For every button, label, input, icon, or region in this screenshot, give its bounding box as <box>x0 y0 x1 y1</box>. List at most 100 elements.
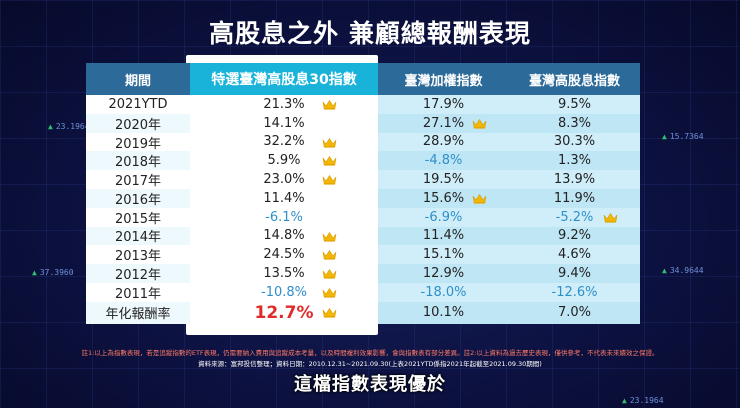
period-cell: 2020年 <box>86 113 190 133</box>
select-30-cell: 11.4% <box>190 188 378 208</box>
header-taiex: 臺灣加權指數 <box>378 63 509 95</box>
select-30-cell: 14.1% <box>190 113 378 133</box>
crown-icon <box>322 249 337 260</box>
taiex-cell: -18.0% <box>378 282 509 302</box>
ticker-value: 15.7364 <box>669 132 704 141</box>
table-row: 2012年 13.5% 12.9% 9.4% <box>86 264 640 283</box>
high-dividend-cell: 13.9% <box>509 170 640 189</box>
cell-value: 2021YTD <box>108 96 168 112</box>
high-dividend-cell: 9.4% <box>509 264 640 283</box>
table-row: 2018年 5.9% -4.8% 1.3% <box>86 151 640 170</box>
crown-icon <box>322 307 337 318</box>
crown-icon <box>472 193 487 204</box>
crown-icon <box>322 174 337 185</box>
high-dividend-cell: -5.2% <box>509 207 640 227</box>
select-30-cell: 23.0% <box>190 170 378 189</box>
taiex-cell: -4.8% <box>378 151 509 171</box>
high-dividend-cell: 9.5% <box>509 95 640 114</box>
crown-icon <box>322 155 337 166</box>
taiex-cell: 19.5% <box>378 170 509 189</box>
ticker-label: ▲ 23.1964 <box>622 396 664 405</box>
ticker-label: ▲ 34.9644 <box>662 266 704 275</box>
period-cell: 2017年 <box>86 170 190 189</box>
cell-value: 17.9% <box>422 96 465 112</box>
cell-value: 15.6% <box>422 190 465 206</box>
cell-value: 13.9% <box>553 172 596 188</box>
taiex-cell: 10.1% <box>378 301 509 324</box>
table-body: 2021YTD 21.3% 17.9% 9.5% 2020年 14.1% 27.1% 8.3%… <box>86 95 640 324</box>
cell-value: 7.0% <box>557 305 592 321</box>
cell-value: -5.2% <box>555 209 594 225</box>
cell-value: 2012年 <box>114 268 162 284</box>
cell-value: 13.5% <box>263 266 305 282</box>
crown-icon <box>472 118 487 129</box>
cell-value: 2013年 <box>114 249 162 265</box>
cell-value: 8.3% <box>557 115 592 131</box>
cell-value: 10.1% <box>422 305 465 321</box>
table-row: 2019年 32.2% 28.9% 30.3% <box>86 132 640 152</box>
taiex-cell: 11.4% <box>378 226 509 246</box>
cell-value: 1.3% <box>557 153 592 169</box>
ticker-value: 23.1964 <box>55 122 90 131</box>
high-dividend-cell: 7.0% <box>509 301 640 324</box>
cell-value: 2019年 <box>114 136 162 152</box>
period-cell: 2021YTD <box>86 95 190 114</box>
cell-value: 21.3% <box>263 96 305 112</box>
select-30-cell: 32.2% <box>190 132 378 152</box>
video-subtitle: 這檔指數表現優於 <box>294 374 446 395</box>
ticker-label: ▲ 37.3960 <box>32 268 74 277</box>
arrow-up-icon: ▲ <box>662 266 667 275</box>
cell-value: 32.2% <box>263 134 305 150</box>
cell-value: 2018年 <box>114 155 162 171</box>
arrow-up-icon: ▲ <box>32 268 37 277</box>
page-title: 高股息之外 兼顧總報酬表現 <box>209 19 531 48</box>
cell-value: 9.4% <box>557 266 592 282</box>
cell-value: 30.3% <box>553 134 596 150</box>
taiex-cell: 28.9% <box>378 132 509 152</box>
high-dividend-cell: 30.3% <box>509 132 640 152</box>
arrow-up-icon: ▲ <box>622 396 627 405</box>
period-cell: 2012年 <box>86 264 190 283</box>
header-period: 期間 <box>86 63 190 95</box>
high-dividend-cell: 11.9% <box>509 188 640 208</box>
high-dividend-cell: -12.6% <box>509 282 640 302</box>
select-30-cell: 14.8% <box>190 226 378 246</box>
cell-value: -12.6% <box>551 284 598 300</box>
cell-value: -10.8% <box>261 284 307 300</box>
cell-value: 14.8% <box>263 228 305 244</box>
period-cell: 2011年 <box>86 282 190 302</box>
table-header-row: 期間 特選臺灣高股息30指數 臺灣加權指數 臺灣高股息指數 <box>86 63 640 95</box>
returns-table: 期間 特選臺灣高股息30指數 臺灣加權指數 臺灣高股息指數 2021YTD 21.… <box>86 63 640 324</box>
cell-value: 2016年 <box>114 192 162 208</box>
cell-value: 19.5% <box>422 172 465 188</box>
select-30-cell: 13.5% <box>190 264 378 283</box>
ticker-label: ▲ 23.1964 <box>48 122 90 131</box>
cell-value: 9.2% <box>557 228 592 244</box>
crown-icon <box>322 231 337 242</box>
high-dividend-cell: 9.2% <box>509 226 640 246</box>
cell-value: 2020年 <box>114 117 162 133</box>
cell-value: 11.4% <box>422 228 465 244</box>
cell-value: 9.5% <box>557 96 592 112</box>
period-cell: 2019年 <box>86 132 190 152</box>
period-cell: 2014年 <box>86 226 190 245</box>
cell-value: 11.4% <box>263 190 305 206</box>
table-row: 2016年 11.4% 15.6% 11.9% <box>86 188 640 208</box>
taiex-cell: 27.1% <box>378 113 509 133</box>
ticker-label: ▲ 15.7364 <box>662 132 704 141</box>
ticker-value: 37.3960 <box>39 268 74 277</box>
select-30-cell: 5.9% <box>190 151 378 171</box>
source-note: 資料來源：富邦投信整理；資料日期：2010.12.31~2021.09.30(上… <box>198 360 542 368</box>
table-row: 2015年 -6.1% -6.9% -5.2% <box>86 207 640 227</box>
period-cell: 2015年 <box>86 207 190 227</box>
cell-value: 年化報酬率 <box>105 307 171 323</box>
cell-value: 28.9% <box>422 134 465 150</box>
select-30-cell: 21.3% <box>190 95 378 114</box>
header-select-30: 特選臺灣高股息30指數 <box>190 63 378 95</box>
table-row: 2021YTD 21.3% 17.9% 9.5% <box>86 95 640 114</box>
high-dividend-cell: 4.6% <box>509 245 640 265</box>
ticker-value: 23.1964 <box>629 396 664 405</box>
cell-value: 12.7% <box>254 302 314 323</box>
crown-icon <box>603 212 618 223</box>
cell-value: -6.1% <box>265 209 303 225</box>
